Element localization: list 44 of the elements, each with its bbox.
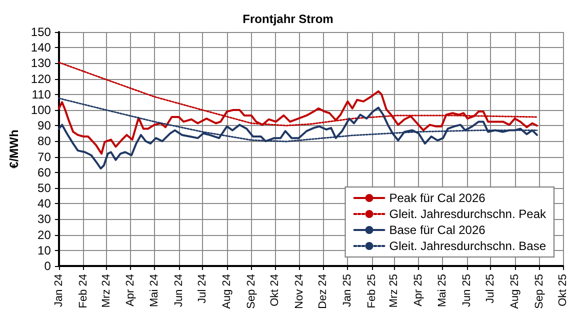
x-tick-label: Nov 24 [294, 274, 306, 309]
y-tick-label: 10 [38, 243, 52, 258]
y-tick-label: 70 [38, 150, 52, 164]
x-tick-label: Jan 24 [52, 274, 65, 308]
y-tick-label: 50 [38, 181, 52, 195]
legend-label: Base für Cal 2026 [389, 223, 486, 237]
y-axis-title: €/MWh [7, 130, 21, 168]
y-tick-label: 90 [38, 118, 52, 133]
legend-label: Gleit. Jahresdurchschn. Peak [389, 207, 547, 221]
x-tick-label: Jun 25 [460, 274, 473, 308]
x-tick-label: Mai 25 [436, 274, 448, 308]
x-tick-label: Jun 24 [172, 274, 185, 308]
y-tick-label: 40 [38, 196, 52, 211]
x-tick-label: Okt 24 [269, 274, 282, 306]
x-tick-label: Sep 25 [533, 274, 546, 309]
x-tick-label: Feb 25 [366, 274, 378, 308]
y-tick-label: 30 [38, 212, 52, 226]
chart-title: Frontjahr Strom [242, 12, 334, 26]
y-tick-label: 20 [38, 228, 52, 242]
y-tick-label: 120 [30, 72, 52, 86]
y-tick-label: 150 [30, 25, 52, 39]
x-tick-label: Dez 24 [317, 274, 330, 309]
y-tick-label: 100 [30, 103, 52, 117]
y-tick-label: 130 [30, 56, 52, 70]
x-tick-label: Aug 25 [508, 274, 521, 309]
legend-label: Gleit. Jahresdurchschn. Base [389, 239, 546, 253]
x-tick-label: Sep 24 [245, 274, 258, 309]
x-tick-label: Aug 24 [220, 274, 233, 309]
y-tick-label: 110 [32, 87, 52, 102]
y-tick-label: 0 [44, 259, 52, 273]
x-tick-label: Jan 25 [342, 274, 354, 308]
x-tick-label: Okt 25 [557, 274, 569, 306]
x-tick-label: Jul 25 [484, 274, 496, 304]
x-tick-label: Mai 24 [148, 274, 160, 308]
y-tick-label: 60 [38, 165, 52, 180]
y-tick-label: 140 [30, 40, 52, 55]
x-tick-label: Feb 24 [77, 274, 90, 308]
x-tick-label: Apr 24 [124, 274, 137, 306]
y-tick-label: 80 [38, 134, 52, 148]
legend-label: Peak für Cal 2026 [389, 191, 486, 205]
x-tick-label: Mrz 25 [388, 274, 400, 308]
x-tick-label: Apr 25 [412, 274, 425, 306]
x-tick-label: Mrz 24 [100, 274, 112, 308]
x-tick-label: Jul 24 [196, 274, 208, 304]
